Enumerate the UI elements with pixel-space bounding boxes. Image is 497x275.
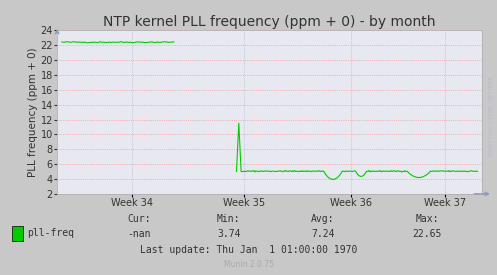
Text: RRDTOOL / TOBI OETIKER: RRDTOOL / TOBI OETIKER bbox=[488, 75, 493, 156]
Text: Munin 2.0.75: Munin 2.0.75 bbox=[224, 260, 273, 269]
Text: Min:: Min: bbox=[217, 214, 241, 224]
Text: 22.65: 22.65 bbox=[413, 229, 442, 239]
Text: -nan: -nan bbox=[127, 229, 151, 239]
Y-axis label: PLL frequency (ppm + 0): PLL frequency (ppm + 0) bbox=[28, 47, 38, 177]
Text: Last update: Thu Jan  1 01:00:00 1970: Last update: Thu Jan 1 01:00:00 1970 bbox=[140, 245, 357, 255]
Title: NTP kernel PLL frequency (ppm + 0) - by month: NTP kernel PLL frequency (ppm + 0) - by … bbox=[103, 15, 436, 29]
Text: Avg:: Avg: bbox=[311, 214, 335, 224]
Text: 3.74: 3.74 bbox=[217, 229, 241, 239]
Text: Max:: Max: bbox=[415, 214, 439, 224]
Text: pll-freq: pll-freq bbox=[27, 228, 75, 238]
Text: 7.24: 7.24 bbox=[311, 229, 335, 239]
Text: Cur:: Cur: bbox=[127, 214, 151, 224]
